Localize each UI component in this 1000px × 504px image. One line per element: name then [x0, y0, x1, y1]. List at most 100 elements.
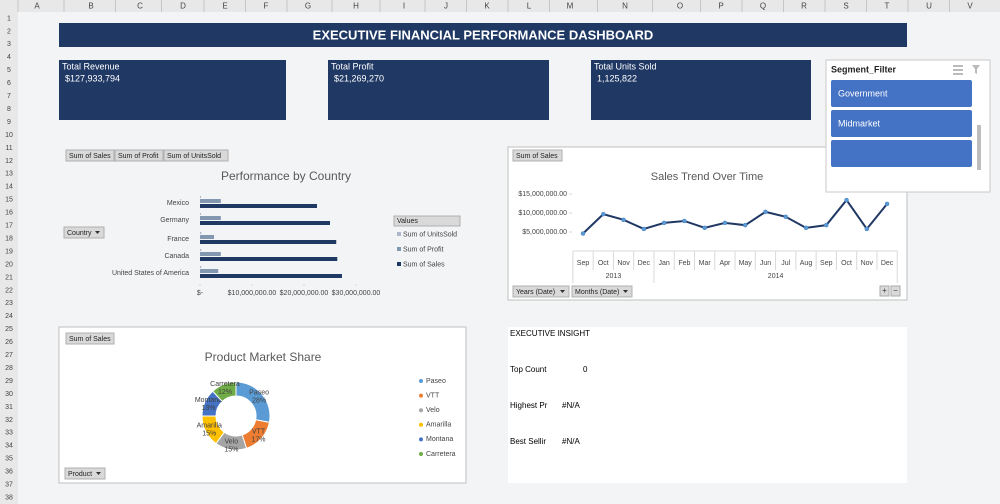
row-number: 14 [5, 184, 13, 191]
row-number: 26 [5, 339, 13, 346]
data-label-value: 15% [224, 446, 238, 453]
insight-panel [508, 327, 907, 483]
field-button[interactable] [65, 149, 115, 162]
row-number: 2 [7, 28, 11, 35]
insight-value: 0 [583, 365, 588, 374]
row-number: 4 [7, 54, 11, 61]
legend-label: Montana [426, 436, 453, 443]
slicer-scrollbar[interactable] [977, 125, 981, 170]
slicer-item[interactable] [831, 140, 972, 167]
month-label: Sep [820, 260, 833, 267]
trend-point [682, 218, 687, 224]
column-letter: T [885, 2, 890, 11]
row-number: 23 [5, 300, 13, 307]
bar [200, 199, 221, 203]
field-button[interactable] [65, 332, 115, 345]
expand-button[interactable] [879, 285, 890, 297]
collapse-icon: − [893, 286, 898, 295]
legend-title-button[interactable] [393, 215, 461, 227]
bar [200, 274, 342, 278]
data-label-value: 17% [251, 437, 265, 444]
column-letter: F [264, 2, 269, 11]
collapse-button[interactable] [890, 285, 901, 297]
trend-point [783, 214, 788, 220]
data-label-value: 13% [201, 405, 215, 412]
month-label: Aug [800, 260, 813, 267]
row-number: 10 [5, 132, 13, 139]
column-letter: L [527, 2, 532, 11]
legend-marker [419, 437, 423, 442]
field-button[interactable] [114, 149, 164, 162]
bar [200, 252, 221, 256]
month-label: Oct [841, 260, 852, 267]
legend-swatch [397, 262, 401, 266]
filter-button[interactable] [63, 226, 105, 239]
slicer-item-label: Midmarket [838, 118, 881, 128]
dropdown-arrow [96, 472, 101, 475]
field-button-label: Sum of Sales [516, 153, 558, 160]
month-label: Jan [658, 260, 669, 267]
row-number: 31 [5, 404, 13, 411]
filter-button[interactable] [64, 467, 106, 480]
kpi-label: Total Units Sold [594, 61, 657, 71]
insight-title: EXECUTIVE INSIGHT [510, 329, 590, 338]
data-label-name: Velo [224, 438, 238, 445]
y-tick-label: $10,000,000.00 [518, 210, 567, 217]
filter-button-label: Product [68, 471, 92, 478]
insight-value: #N/A [562, 437, 580, 446]
trend-point [824, 222, 829, 228]
column-letter: I [403, 2, 405, 11]
y-tick-label: $15,000,000.00 [518, 191, 567, 198]
category-label: Canada [164, 253, 189, 260]
row-number: 12 [5, 158, 13, 165]
row-number: 22 [5, 287, 13, 294]
column-letter: Q [760, 2, 766, 11]
data-label-value: 12% [218, 389, 232, 396]
slicer-item[interactable] [831, 80, 972, 107]
column-letter: R [801, 2, 807, 11]
row-number: 3 [7, 41, 11, 48]
column-letter: G [305, 2, 311, 11]
field-button[interactable] [163, 149, 229, 162]
data-label-value: 28% [252, 398, 266, 405]
bar [200, 213, 202, 215]
trend-point [742, 222, 748, 228]
data-label-name: Montana [195, 397, 222, 404]
row-number: 17 [5, 223, 13, 230]
bar [200, 221, 330, 225]
month-label: Nov [861, 260, 874, 267]
slicer-title: Segment_Filter [831, 64, 897, 74]
field-button-label: Sum of UnitsSold [167, 153, 221, 160]
row-number: 8 [7, 106, 11, 113]
axis-button[interactable] [571, 285, 633, 298]
clear-filter-icon[interactable] [972, 65, 980, 74]
slicer-item[interactable] [831, 110, 972, 137]
kpi-card [328, 60, 549, 120]
axis-button[interactable] [512, 285, 570, 298]
legend-swatch [397, 247, 401, 251]
kpi-label: Total Revenue [62, 61, 120, 71]
month-label: Dec [881, 260, 894, 267]
multi-select-icon[interactable] [953, 65, 963, 75]
insight-value: #N/A [562, 401, 580, 410]
field-button[interactable] [512, 149, 563, 162]
x-tick-label: $- [197, 290, 204, 297]
row-number: 35 [5, 456, 13, 463]
dropdown-arrow [623, 290, 628, 293]
data-label-name: Carretera [210, 381, 240, 388]
month-label: Mar [699, 260, 712, 267]
expand-icon: + [882, 286, 887, 295]
kpi-label: Total Profit [331, 61, 374, 71]
row-number: 15 [5, 197, 13, 204]
bar [200, 232, 202, 234]
bar [200, 216, 221, 220]
insight-label: Highest Pr [510, 401, 548, 410]
row-number: 30 [5, 391, 13, 398]
kpi-value: $127,933,794 [65, 73, 120, 83]
field-button-label: Sum of Profit [118, 153, 159, 160]
chart-title: Sales Trend Over Time [651, 171, 764, 183]
row-number: 19 [5, 248, 13, 255]
column-letter: A [34, 2, 40, 11]
x-tick-label: $10,000,000.00 [228, 290, 277, 297]
row-number: 6 [7, 80, 11, 87]
